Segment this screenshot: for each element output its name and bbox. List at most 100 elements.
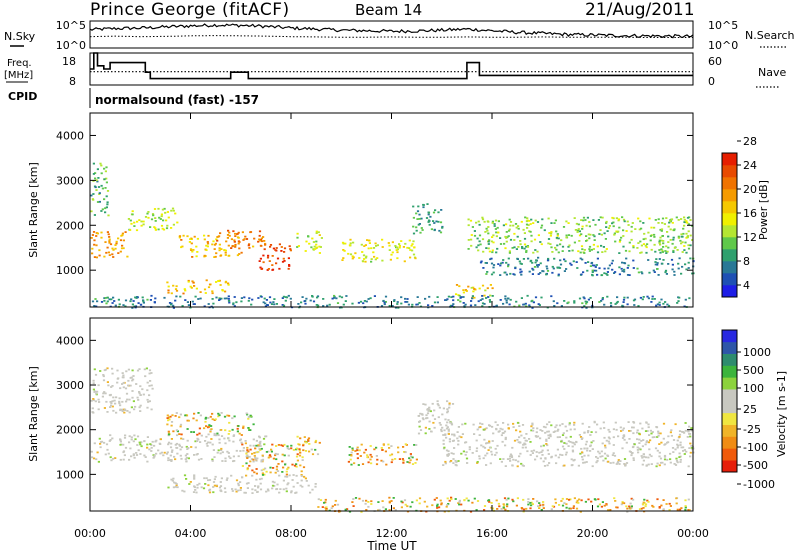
power-cell [568,244,571,247]
power-cell [316,296,319,299]
velocity-cell [184,458,187,461]
power-cell [153,301,156,304]
power-cell [483,220,486,223]
velocity-cell [630,497,633,500]
velocity-cell [364,502,367,505]
power-cell [637,242,640,244]
power-cell [394,306,398,309]
velocity-cell [425,414,428,417]
velocity-cell [602,421,605,424]
velocity-cell [170,438,173,440]
velocity-cell [261,458,265,461]
power-cell [149,226,152,228]
velocity-cell [428,420,431,423]
power-cell [623,220,626,223]
power-cell [646,243,649,246]
velocity-cell [484,454,487,457]
power-cell [136,220,139,223]
power-cell [579,257,582,260]
velocity-cell [529,454,532,456]
velocity-cell [674,423,677,426]
velocity-cell [246,457,249,459]
power-cell [284,299,287,302]
velocity-cell [249,429,252,431]
velocity-cell [521,464,524,467]
velocity-cell [352,505,355,507]
power-cell [115,242,118,245]
velocity-cell [208,491,212,494]
velocity-cell [596,423,599,426]
velocity-cell [676,443,679,446]
power-cell [287,267,290,270]
power-cell [182,234,185,237]
velocity-cell [179,425,182,428]
velocity-cell [572,505,575,508]
velocity-cell [260,447,263,450]
velocity-cell [192,417,195,420]
power-cell [227,297,230,300]
power-cell [153,226,156,228]
power-cell [687,261,690,264]
velocity-cell [684,508,687,511]
power-cell [547,257,550,260]
power-cell [376,244,379,247]
power-cell [214,242,217,245]
velocity-cell [246,449,249,451]
power-cell [616,300,619,303]
power-cell [98,193,101,195]
power-cell [622,229,625,232]
velocity-cell [447,450,450,453]
velocity-cell [249,448,252,451]
power-cell [228,301,231,304]
velocity-cell [363,451,366,454]
velocity-cell [155,452,158,455]
velocity-cell [202,487,206,490]
velocity-cell [640,455,643,457]
velocity-cell [122,451,125,454]
velocity-cell [240,434,243,436]
power-cell [215,281,218,283]
velocity-cell [187,457,190,460]
velocity-cell [226,477,229,480]
power-cell [233,296,236,298]
velocity-cell [275,445,278,447]
power-cell [600,274,603,277]
power-cell [191,250,194,253]
power-cell [673,247,676,249]
power-cell [482,250,485,253]
velocity-cell [454,498,457,500]
power-cell [316,295,320,298]
velocity-cell [569,428,572,431]
power-cell [364,256,368,259]
velocity-cell [150,408,153,411]
velocity-cell [448,499,451,502]
power-cell [528,304,531,307]
power-cell [103,297,106,299]
velocity-cell [344,508,347,511]
velocity-cell [660,441,663,444]
velocity-cell [324,498,327,501]
power-cell [682,232,685,235]
velocity-cell [93,391,96,393]
velocity-cell [247,416,250,418]
velocity-cell [446,453,449,456]
nsearch-label: N.Search [745,29,795,42]
power-cell [433,301,437,304]
power-cell [93,214,96,216]
velocity-cell [170,451,174,453]
velocity-cell [397,446,400,449]
time-tick-label: 20:00 [577,527,609,540]
power-cell [104,170,107,173]
velocity-cell [437,404,440,407]
power-cell [130,222,133,225]
power-cell [122,304,125,306]
power-cell [620,236,623,239]
velocity-cell [578,434,581,436]
velocity-cell [245,451,248,453]
velocity-cell [629,502,632,505]
power-cell [105,177,108,180]
freq-line [90,52,693,80]
velocity-cell [176,452,179,455]
power-range-tick-label: 1000 [56,264,84,277]
power-cell [487,220,490,223]
